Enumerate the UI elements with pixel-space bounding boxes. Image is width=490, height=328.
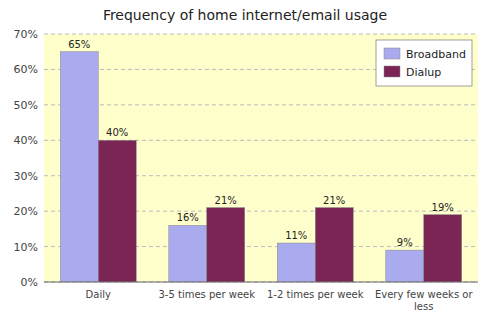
legend-label: Broadband [406,48,466,61]
grid-line [44,104,478,105]
chart: Frequency of home internet/email usage 0%… [0,0,490,328]
y-tick-label: 40% [14,134,38,147]
data-label: 40% [106,127,128,138]
data-labels: 65% 16% 11% 9% 40% 21% 21% 19% [68,39,454,248]
bar [169,225,207,282]
data-label: 16% [177,212,199,223]
bar [98,140,136,282]
bar [277,243,315,282]
y-tick-label: 70% [14,28,38,41]
x-tick-label: Daily [86,289,111,300]
bar [424,215,462,282]
data-label: 9% [397,237,413,248]
legend-swatch [384,48,400,59]
x-tick-label: 3-5 times per week [158,289,255,300]
x-axis-line [44,282,478,283]
y-tick-label: 20% [14,205,38,218]
legend-label: Dialup [406,66,441,79]
bar [207,208,245,282]
grid-line [44,34,478,35]
title: Frequency of home internet/email usage [103,7,387,23]
x-tick-label: Every few weeks orless [375,289,473,312]
data-label: 19% [432,202,454,213]
legend-box [376,40,472,86]
data-label: 65% [68,39,90,50]
plot-background [44,34,478,282]
y-tick-label: 10% [14,241,38,254]
data-label: 11% [285,230,307,241]
x-tick-label: 1-2 times per week [267,289,364,300]
y-tick-label: 0% [21,276,38,289]
bar [60,52,98,282]
data-label: 21% [323,195,345,206]
y-tick-label: 30% [14,170,38,183]
legend: Broadband Dialup [376,40,472,86]
bar [386,250,424,282]
y-tick-label: 60% [14,63,38,76]
data-label: 21% [215,195,237,206]
grid-line [44,282,478,283]
grid [44,34,478,282]
legend-swatch [384,66,400,77]
bar [315,208,353,282]
y-tick-label: 50% [14,99,38,112]
